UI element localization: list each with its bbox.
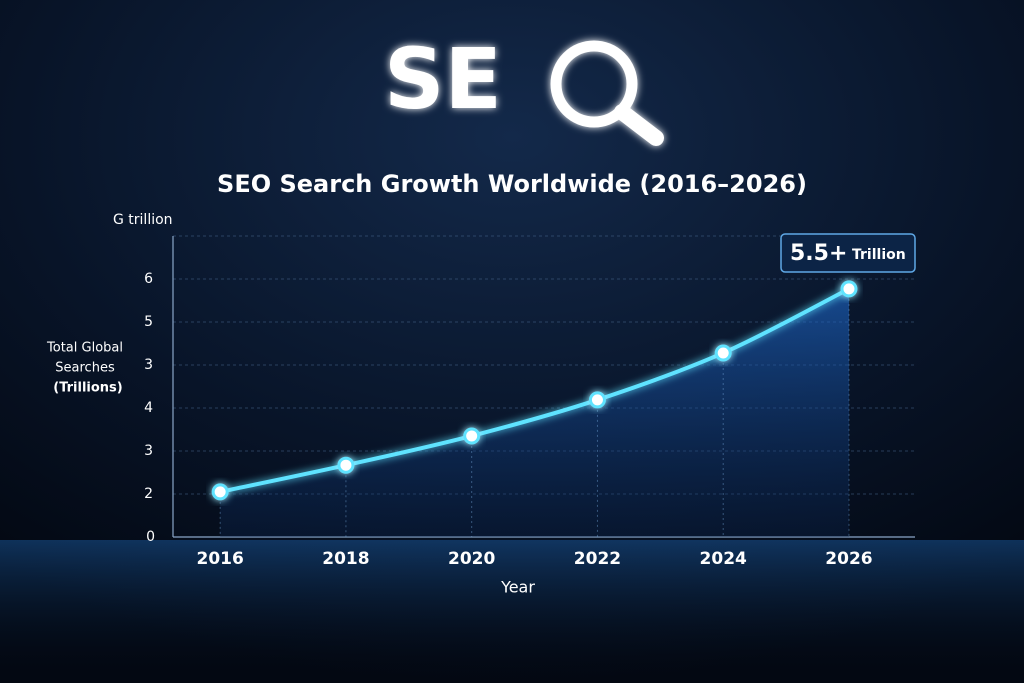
x-tick-label: 2018 xyxy=(322,549,369,569)
y-axis-label: (Trillions) xyxy=(53,381,122,396)
y-tick-label: 0 xyxy=(146,529,155,545)
floor-glow xyxy=(0,540,1024,683)
data-point xyxy=(337,456,355,474)
x-tick-label: 2024 xyxy=(700,549,747,569)
y-tick-label: 4 xyxy=(144,400,153,416)
y-tick-label: 6 xyxy=(144,271,153,287)
annotation-value: 5.5+ xyxy=(790,241,847,266)
data-point xyxy=(840,280,858,298)
y-tick-label: 3 xyxy=(144,357,153,373)
data-point xyxy=(588,391,606,409)
data-point xyxy=(714,344,732,362)
logo-magnifier xyxy=(550,40,664,146)
y-axis-label: Searches xyxy=(55,361,115,376)
series-line xyxy=(219,287,850,494)
data-point xyxy=(463,427,481,445)
y-unit: G trillion xyxy=(113,212,173,228)
x-axis-label: Year xyxy=(500,578,535,597)
chart-title: SEO Search Growth Worldwide (2016–2026) xyxy=(217,170,807,198)
y-tick-label: 2 xyxy=(144,486,153,502)
y-tick-label: 3 xyxy=(144,443,153,459)
logo-text: SE xyxy=(384,30,502,128)
y-tick-label: 5 xyxy=(144,314,153,330)
area-fill xyxy=(220,288,849,537)
x-tick-label: 2026 xyxy=(825,549,872,569)
x-tick-label: 2020 xyxy=(448,549,495,569)
data-point xyxy=(211,483,229,501)
x-tick-label: 2022 xyxy=(574,549,621,569)
x-tick-label: 2016 xyxy=(196,549,243,569)
annotation-unit: Trillion xyxy=(852,247,906,263)
y-axis-label: Total Global xyxy=(46,341,123,356)
annotation-box xyxy=(780,233,916,273)
